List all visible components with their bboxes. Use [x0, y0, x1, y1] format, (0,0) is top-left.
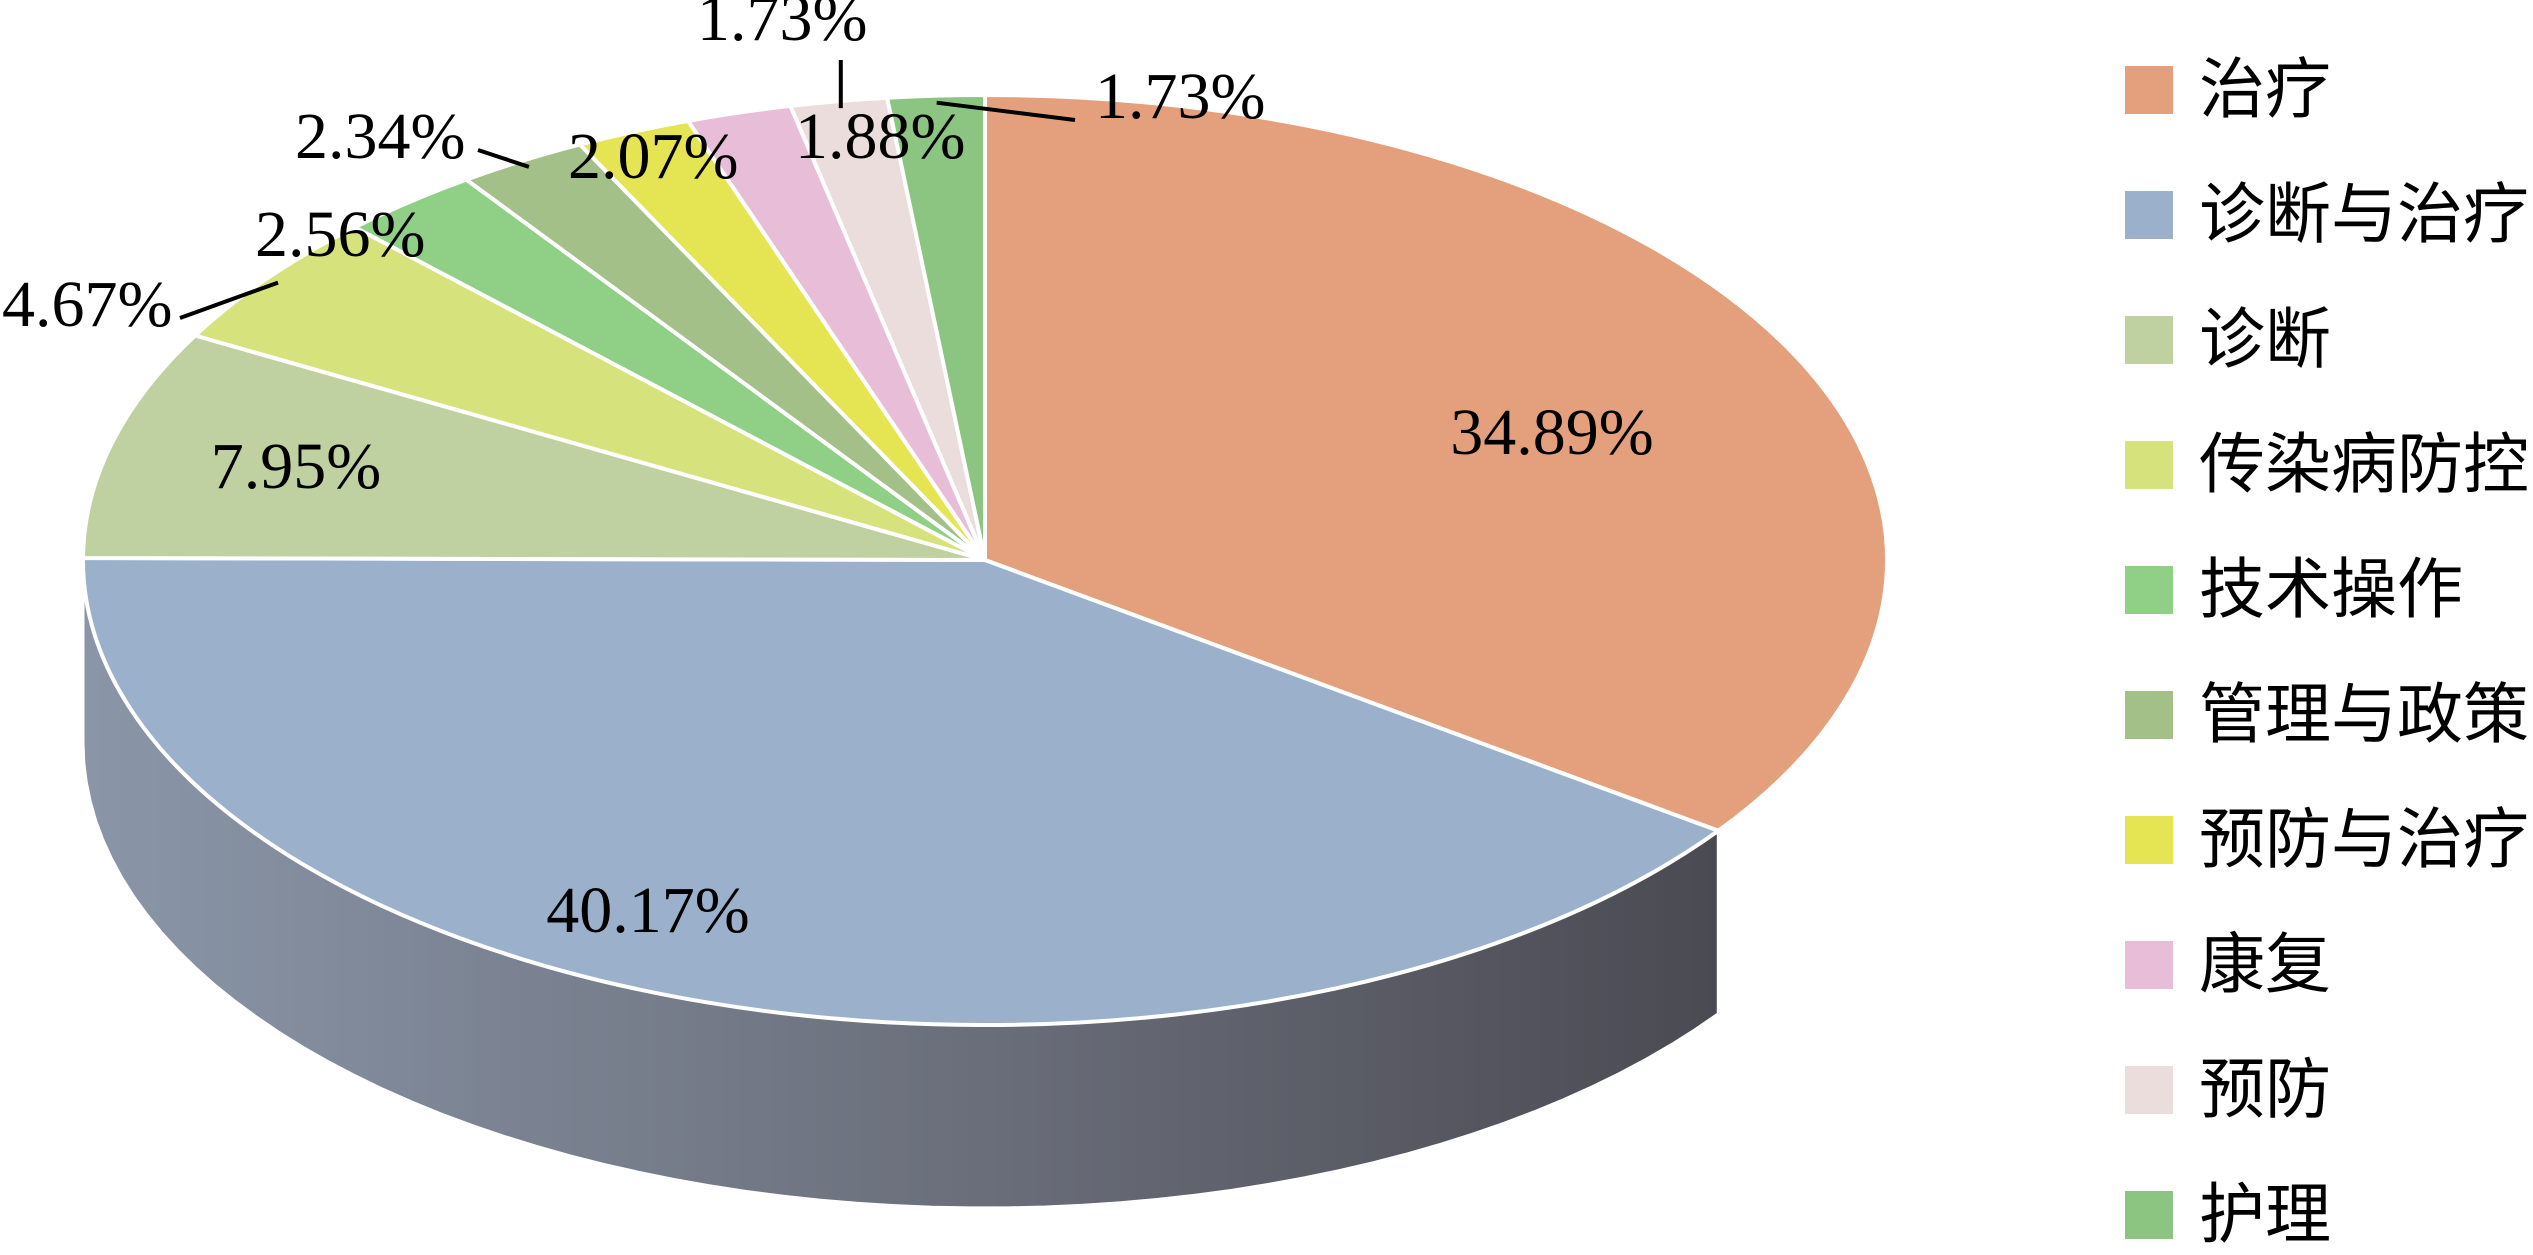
legend-label: 诊断与治疗	[2199, 176, 2529, 253]
legend-item-6: 管理与政策	[2125, 676, 2529, 753]
legend-swatch	[2125, 1066, 2173, 1114]
slice-4-wedge	[193, 225, 987, 562]
legend-swatch	[2125, 816, 2173, 864]
slice-10-wedge	[885, 92, 987, 562]
slice-1-wedge	[983, 93, 1890, 833]
legend-swatch	[2125, 316, 2173, 364]
legend-swatch	[2125, 441, 2173, 489]
legend-item-8: 康复	[2125, 926, 2331, 1003]
legend-item-10: 护理	[2125, 1176, 2331, 1253]
legend-item-4: 传染病防控	[2125, 426, 2529, 503]
legend-label: 预防与治疗	[2199, 801, 2529, 878]
slice-10-value-label: 1.73%	[1095, 60, 1265, 133]
slice-labels: 34.89% 40.17% 7.95% 4.67% 2.56% 2.34% 2.07% 1.8…	[2, 0, 1654, 947]
slice-4-value-label: 4.67%	[2, 268, 172, 341]
slice-3-value-label: 7.95%	[211, 430, 381, 503]
legend-item-5: 技术操作	[2125, 551, 2463, 628]
slice-7-value-label: 2.07%	[568, 120, 738, 193]
legend-label: 技术操作	[2199, 551, 2463, 628]
slice-4-leader-line	[179, 280, 279, 320]
slice-5-value-label: 2.56%	[255, 198, 425, 271]
slice-3-wedge	[81, 333, 987, 562]
legend-item-1: 治疗	[2125, 51, 2331, 128]
legend-label: 预防	[2199, 1051, 2331, 1128]
legend-label: 管理与政策	[2199, 676, 2529, 753]
legend-label: 治疗	[2199, 51, 2331, 128]
slice-2-wedge	[80, 556, 1721, 1028]
legend-swatch	[2125, 691, 2173, 739]
legend-label: 护理	[2199, 1176, 2331, 1253]
slice-10-leader-line	[936, 100, 1076, 122]
slice-6-value-label: 2.34%	[295, 100, 465, 173]
legend-item-7: 预防与治疗	[2125, 801, 2529, 878]
slice-9-value-label: 1.73%	[697, 0, 867, 55]
legend-swatch	[2125, 1191, 2173, 1239]
slice-2-value-label: 40.17%	[546, 874, 749, 947]
slice-8-value-label: 1.88%	[795, 100, 965, 173]
slice-1-value-label: 34.89%	[1450, 396, 1653, 469]
legend-swatch	[2125, 191, 2173, 239]
legend-label: 康复	[2199, 926, 2331, 1003]
legend-label: 传染病防控	[2199, 426, 2529, 503]
legend-swatch	[2125, 566, 2173, 614]
legend-label: 诊断	[2199, 301, 2331, 378]
legend-swatch	[2125, 941, 2173, 989]
label-leader-lines	[179, 60, 1076, 320]
legend-swatch	[2125, 66, 2173, 114]
legend-item-9: 预防	[2125, 1051, 2331, 1128]
legend-item-2: 诊断与治疗	[2125, 176, 2529, 253]
pie-top-face	[80, 92, 1890, 1028]
slice-6-leader-line	[477, 148, 530, 169]
legend-item-3: 诊断	[2125, 301, 2331, 378]
